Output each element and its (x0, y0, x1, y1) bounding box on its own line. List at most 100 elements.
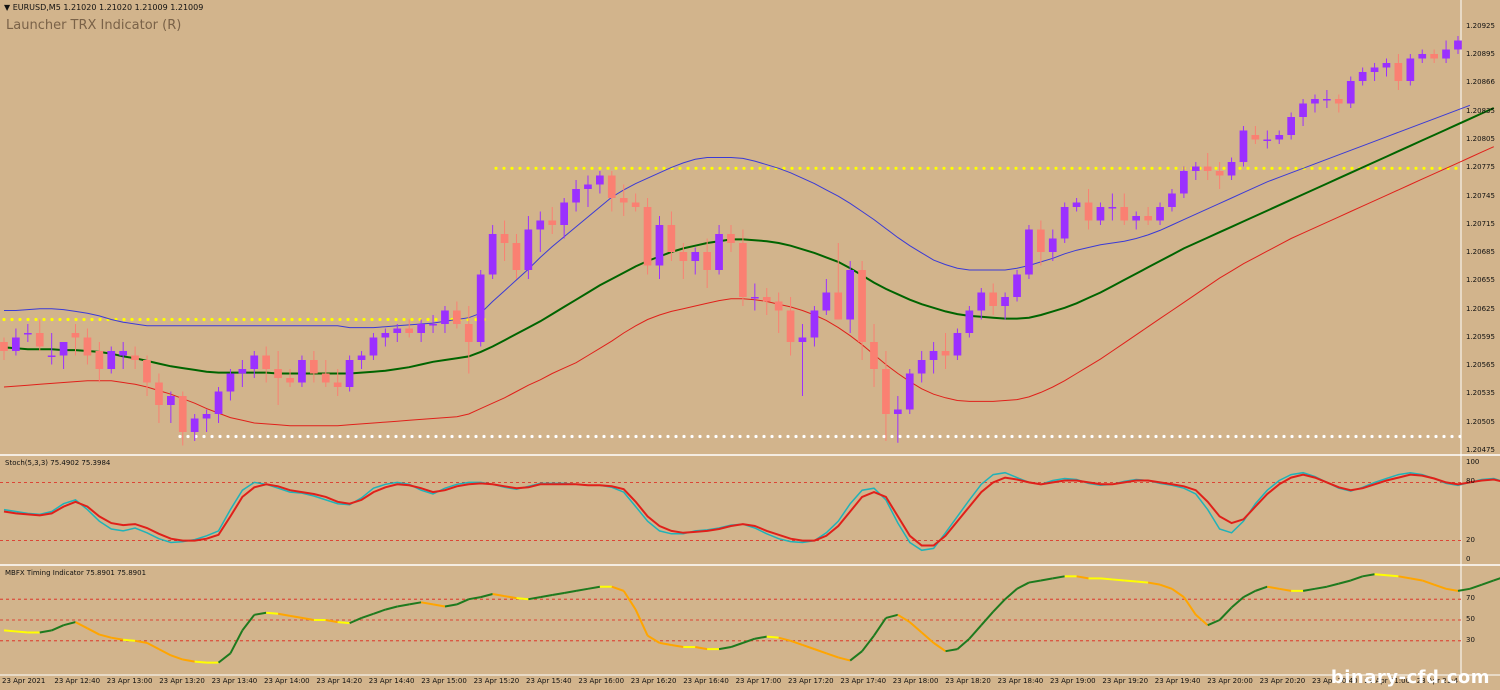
support-dot (194, 434, 198, 439)
support-dot (890, 434, 894, 439)
mbfx-segment (1421, 579, 1435, 586)
candle-body (286, 378, 294, 383)
resistance-dot (958, 166, 962, 170)
price-tick-label: 1.20745 (1466, 191, 1495, 200)
support-dot (378, 434, 382, 439)
candle-body (929, 351, 938, 360)
support-dot (978, 434, 982, 439)
candle-body (1072, 202, 1081, 207)
mbfx-segment (1302, 587, 1316, 592)
candle-body (882, 369, 890, 414)
resistance-dot (58, 317, 62, 322)
support-dot (1154, 434, 1158, 439)
support-dot (1442, 434, 1446, 439)
resistance-dot (42, 317, 46, 322)
support-dot (418, 434, 422, 439)
support-dot (674, 434, 678, 439)
price-tick-label: 1.20655 (1466, 276, 1495, 285)
mbfx-segment (277, 612, 291, 617)
support-dot (570, 434, 574, 439)
support-dot (242, 434, 246, 439)
resistance-dot (1214, 166, 1218, 170)
mbfx-segment (1433, 583, 1447, 590)
resistance-dot (346, 317, 350, 322)
resistance-dot (902, 166, 906, 170)
mbfx-segment (1362, 573, 1375, 578)
resistance-dot (990, 166, 994, 170)
resistance-dot (1150, 166, 1154, 170)
resistance-dot (354, 317, 358, 322)
candle-body (798, 337, 807, 342)
support-dot (1242, 434, 1246, 439)
support-dot (658, 434, 662, 439)
resistance-dot (854, 166, 858, 170)
support-dot (410, 434, 414, 439)
resistance-dot (210, 317, 214, 322)
stoch-level-label: 0 (1466, 555, 1471, 563)
candle-body (1060, 207, 1069, 239)
resistance-dot (542, 166, 546, 170)
candle-body (703, 252, 711, 270)
upper-band-line (4, 104, 1471, 329)
support-dot (1098, 434, 1102, 439)
support-dot (690, 434, 694, 439)
resistance-dot (1278, 166, 1282, 170)
resistance-dot (814, 166, 818, 170)
resistance-dot (1022, 166, 1026, 170)
resistance-dot (1406, 166, 1410, 170)
resistance-dot (170, 317, 174, 322)
mbfx-segment (1100, 577, 1113, 581)
mbfx-segment (99, 633, 112, 639)
resistance-dot (1006, 166, 1010, 170)
resistance-dot (1374, 166, 1378, 170)
resistance-dot (806, 166, 810, 170)
candle-body (834, 292, 843, 320)
mbfx-segment (1481, 579, 1495, 586)
candle-body (548, 220, 557, 225)
resistance-dot (314, 317, 318, 322)
mbfx-segment (194, 660, 207, 664)
resistance-dot (1038, 166, 1042, 170)
stoch-level-label: 100 (1466, 458, 1480, 466)
candle-body (178, 396, 187, 432)
candle-body (917, 360, 926, 374)
resistance-dot (330, 317, 334, 322)
candle-body (1323, 99, 1331, 101)
candle-body (524, 229, 533, 270)
mbfx-segment (349, 617, 362, 625)
resistance-dot (1126, 166, 1130, 170)
mbfx-segment (575, 587, 589, 592)
mbfx-segment (659, 641, 672, 646)
candle-body (1358, 72, 1367, 81)
mbfx-segment (516, 597, 529, 601)
mbfx-segment (75, 621, 88, 630)
mbfx-segment (802, 644, 815, 651)
support-dot (666, 434, 670, 439)
time-tick-label: 23 Apr 2021 (2, 677, 46, 685)
support-dot (1290, 434, 1294, 439)
indicator-title: Launcher TRX Indicator (R) (6, 18, 182, 33)
resistance-dot (1046, 166, 1050, 170)
mbfx-segment (909, 621, 923, 634)
resistance-dot (894, 166, 898, 170)
price-tick-label: 1.20535 (1466, 389, 1495, 398)
mbfx-segment (528, 596, 541, 601)
collapse-icon[interactable]: ▼ (4, 3, 11, 12)
resistance-dot (1454, 166, 1458, 170)
support-dot (810, 434, 814, 439)
support-dot (386, 434, 390, 439)
resistance-dot (322, 317, 326, 322)
resistance-dot (1246, 166, 1250, 170)
candle-body (1215, 171, 1224, 176)
support-dot (1378, 434, 1382, 439)
resistance-dot (98, 317, 102, 322)
candle-body (405, 328, 413, 333)
support-dot (754, 434, 758, 439)
candle-body (894, 409, 902, 414)
candle-body (310, 360, 318, 374)
resistance-dot (718, 166, 722, 170)
resistance-dot (1326, 166, 1330, 170)
mbfx-segment (992, 598, 1006, 613)
mbfx-segment (1052, 575, 1065, 580)
